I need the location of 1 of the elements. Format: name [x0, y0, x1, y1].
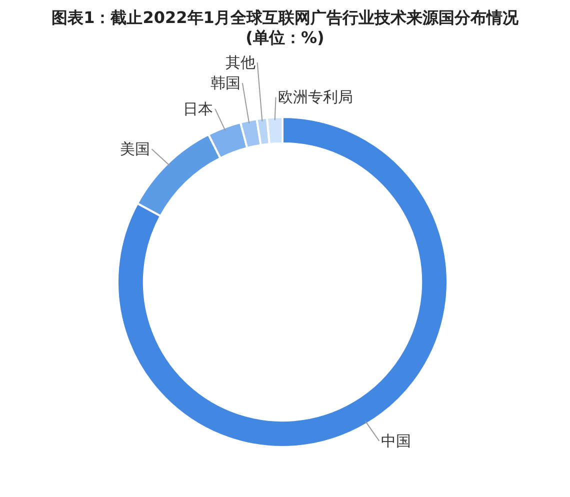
chart-title: 图表1：截止2022年1月全球互联网广告行业技术来源国分布情况(单位：%)	[50, 8, 520, 48]
